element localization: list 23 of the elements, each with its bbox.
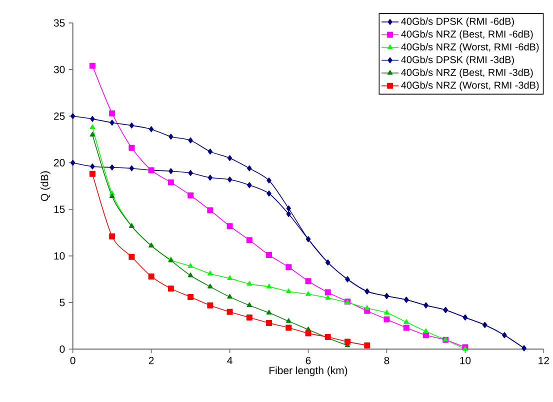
y-axis-title: Q (dB) bbox=[40, 171, 50, 201]
legend-label: 40Gb/s DPSK (RMI -6dB) bbox=[401, 18, 514, 27]
x-tick-label: 6 bbox=[306, 356, 311, 364]
x-tick-label: 10 bbox=[460, 356, 471, 364]
x-axis-title: Fiber length (km) bbox=[270, 366, 348, 376]
y-tick-label: 30 bbox=[54, 66, 65, 74]
legend-label: 40Gb/s DPSK (RMI -3dB) bbox=[401, 56, 514, 66]
x-tick-label: 0 bbox=[70, 356, 76, 364]
x-tick-label: 8 bbox=[384, 356, 390, 364]
x-tick-label: 2 bbox=[148, 356, 154, 364]
y-tick-label: 5 bbox=[60, 298, 65, 306]
x-tick-label: 4 bbox=[227, 356, 232, 364]
y-tick-label: 35 bbox=[54, 19, 65, 27]
legend-label: 40Gb/s NRZ (Best, RMI -6dB) bbox=[401, 30, 533, 40]
legend-label: 40Gb/s NRZ (Worst, RMI -3dB) bbox=[401, 81, 539, 91]
y-tick-label: 10 bbox=[54, 252, 65, 260]
legend-label: 40Gb/s NRZ (Best, RMI -3dB) bbox=[401, 68, 533, 78]
y-tick-label: 0 bbox=[60, 345, 65, 353]
y-tick-label: 20 bbox=[54, 159, 65, 166]
y-tick-label: 15 bbox=[54, 206, 65, 214]
y-tick-label: 25 bbox=[54, 112, 65, 120]
legend-label: 40Gb/s NRZ (Worst, RMI -6dB) bbox=[401, 43, 539, 52]
x-tick-label: 12 bbox=[538, 356, 549, 364]
